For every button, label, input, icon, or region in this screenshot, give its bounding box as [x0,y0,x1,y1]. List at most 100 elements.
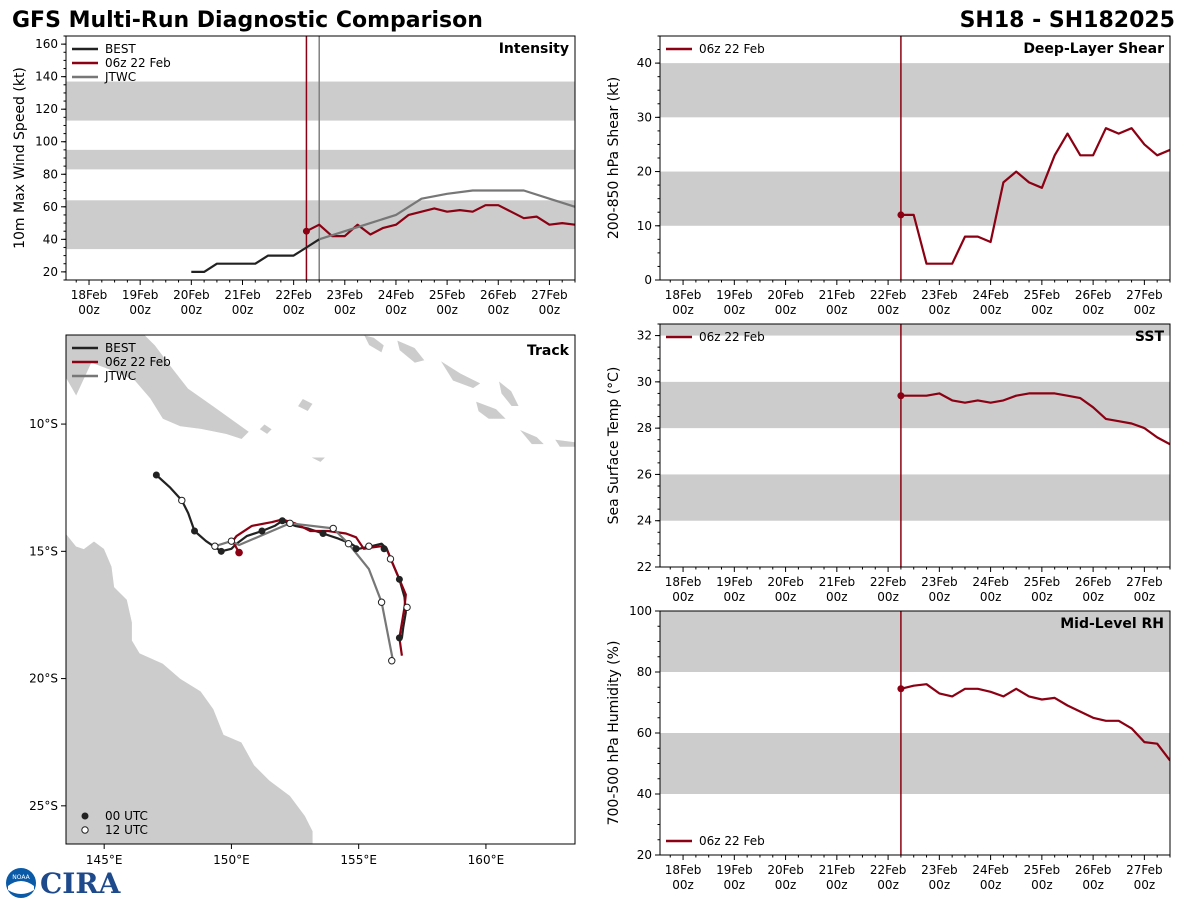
intensity-xtick-hour: 00z [129,303,151,317]
shear-ytick-label: 0 [644,273,652,287]
track-ytick-label: 25°S [29,799,58,813]
intensity-xtick-hour: 00z [334,303,356,317]
intensity-legend-label-gfs: 06z 22 Feb [105,56,171,70]
track-ytick-label: 20°S [29,672,58,686]
intensity-series-jtwc [318,189,575,241]
track-marker-12utc [286,519,294,528]
sst-xtick-hour: 00z [672,590,694,604]
rh-title: Mid-Level RH [1060,616,1164,632]
land-solomon6 [518,428,546,445]
sst-ytick-label: 32 [637,329,652,343]
panel-shear: 01020304018Feb00z19Feb00z20Feb00z21Feb00… [606,35,1171,317]
rh-band-1 [660,611,1170,672]
sst-xtick-date: 25Feb [1024,575,1061,589]
rh-xtick-date: 25Feb [1024,863,1061,877]
track-marker-12utc [211,542,219,550]
intensity-title: Intensity [499,41,569,57]
track-marker-12utc [386,555,395,563]
track-marker-12utc [388,657,396,665]
rh-xtick-date: 23Feb [921,863,958,877]
land-islands3 [310,456,327,463]
shear-xtick-hour: 00z [1031,303,1053,317]
shear-xtick-hour: 00z [826,303,848,317]
sst-xtick-hour: 00z [1134,590,1156,604]
intensity-ytick-label: 100 [35,135,58,149]
intensity-ytick-label: 160 [35,37,58,51]
intensity-xtick-hour: 00z [487,303,509,317]
rh-xtick-hour: 00z [980,878,1002,892]
rh-init-point [897,685,905,693]
track-xtick-label: 150°E [213,853,250,867]
intensity-series-gfs [305,204,575,238]
rh-ylabel: 700-500 hPa Humidity (%) [606,641,622,826]
sst-xtick-date: 21Feb [819,575,856,589]
track-legend-marker-00utc [81,812,89,820]
sst-xtick-date: 26Feb [1075,575,1112,589]
intensity-xtick-date: 21Feb [224,288,261,302]
intensity-ytick-label: 140 [35,70,58,84]
intensity-xtick-hour: 00z [78,303,100,317]
shear-xtick-hour: 00z [672,303,694,317]
intensity-xtick-date: 18Feb [71,288,108,302]
shear-xtick-date: 27Feb [1126,288,1163,302]
intensity-legend-label-jtwc: JTWC [104,70,136,84]
intensity-xtick-date: 20Feb [173,288,210,302]
rh-xtick-hour: 00z [1134,878,1156,892]
track-marker-12utc [227,537,236,545]
rh-ytick-label: 100 [629,604,652,618]
track-legend-marker-12utc [81,826,89,834]
sst-frame [659,323,1171,568]
track-marker-00utc [152,471,160,479]
track-marker-00utc [352,545,360,553]
shear-xtick-hour: 00z [1082,303,1104,317]
land-solomon4 [475,400,508,420]
track-legend-label-gfs: 06z 22 Feb [105,355,171,369]
intensity-init-point [302,227,310,235]
sst-xtick-date: 27Feb [1126,575,1163,589]
sst-ylabel: Sea Surface Temp (°C) [606,367,622,525]
land-australia [66,533,314,844]
intensity-xtick-hour: 00z [539,303,561,317]
intensity-ytick-label: 40 [43,232,58,246]
shear-init-point [897,211,905,219]
track-legend-label-jtwc: JTWC [104,369,136,383]
sst-xtick-hour: 00z [1031,590,1053,604]
rh-ytick-label: 60 [637,726,652,740]
rh-xtick-date: 24Feb [972,863,1009,877]
sst-ytick-label: 22 [637,560,652,574]
intensity-series-best [191,238,320,273]
intensity-ytick-label: 20 [43,265,58,279]
rh-xtick-hour: 00z [724,878,746,892]
intensity-ytick-label: 60 [43,200,58,214]
sst-plot-area [660,324,1170,567]
rh-plot-area [660,611,1170,855]
sst-ytick-label: 28 [637,421,652,435]
sst-ytick-label: 26 [637,467,652,481]
track-marker-00utc [319,530,327,538]
rh-xtick-hour: 00z [1082,878,1104,892]
track-marker-00utc [191,527,199,535]
intensity-xtick-hour: 00z [181,303,203,317]
rh-ytick-label: 40 [637,787,652,801]
track-legend-label-12utc: 12 UTC [105,823,148,837]
track-ytick-label: 15°S [29,544,58,558]
land-png [66,335,250,440]
sst-xtick-date: 22Feb [870,575,907,589]
rh-legend-label-gfs: 06z 22 Feb [699,834,765,848]
track-gfs-init-marker [235,548,243,557]
shear-xtick-date: 25Feb [1024,288,1061,302]
track-marker-12utc [377,598,386,606]
shear-xtick-hour: 00z [775,303,797,317]
rh-xtick-date: 27Feb [1126,863,1163,877]
sst-ytick-label: 30 [637,375,652,389]
sst-band-1 [660,381,1170,429]
rh-xtick-date: 19Feb [716,863,753,877]
track-marker-00utc [380,545,388,553]
sst-legend-label-gfs: 06z 22 Feb [699,330,765,344]
noaa-badge-text: NOAA [12,874,30,881]
intensity-ytick-label: 80 [43,167,58,181]
shear-xtick-date: 23Feb [921,288,958,302]
sst-xtick-date: 20Feb [767,575,804,589]
rh-ytick-label: 80 [637,665,652,679]
